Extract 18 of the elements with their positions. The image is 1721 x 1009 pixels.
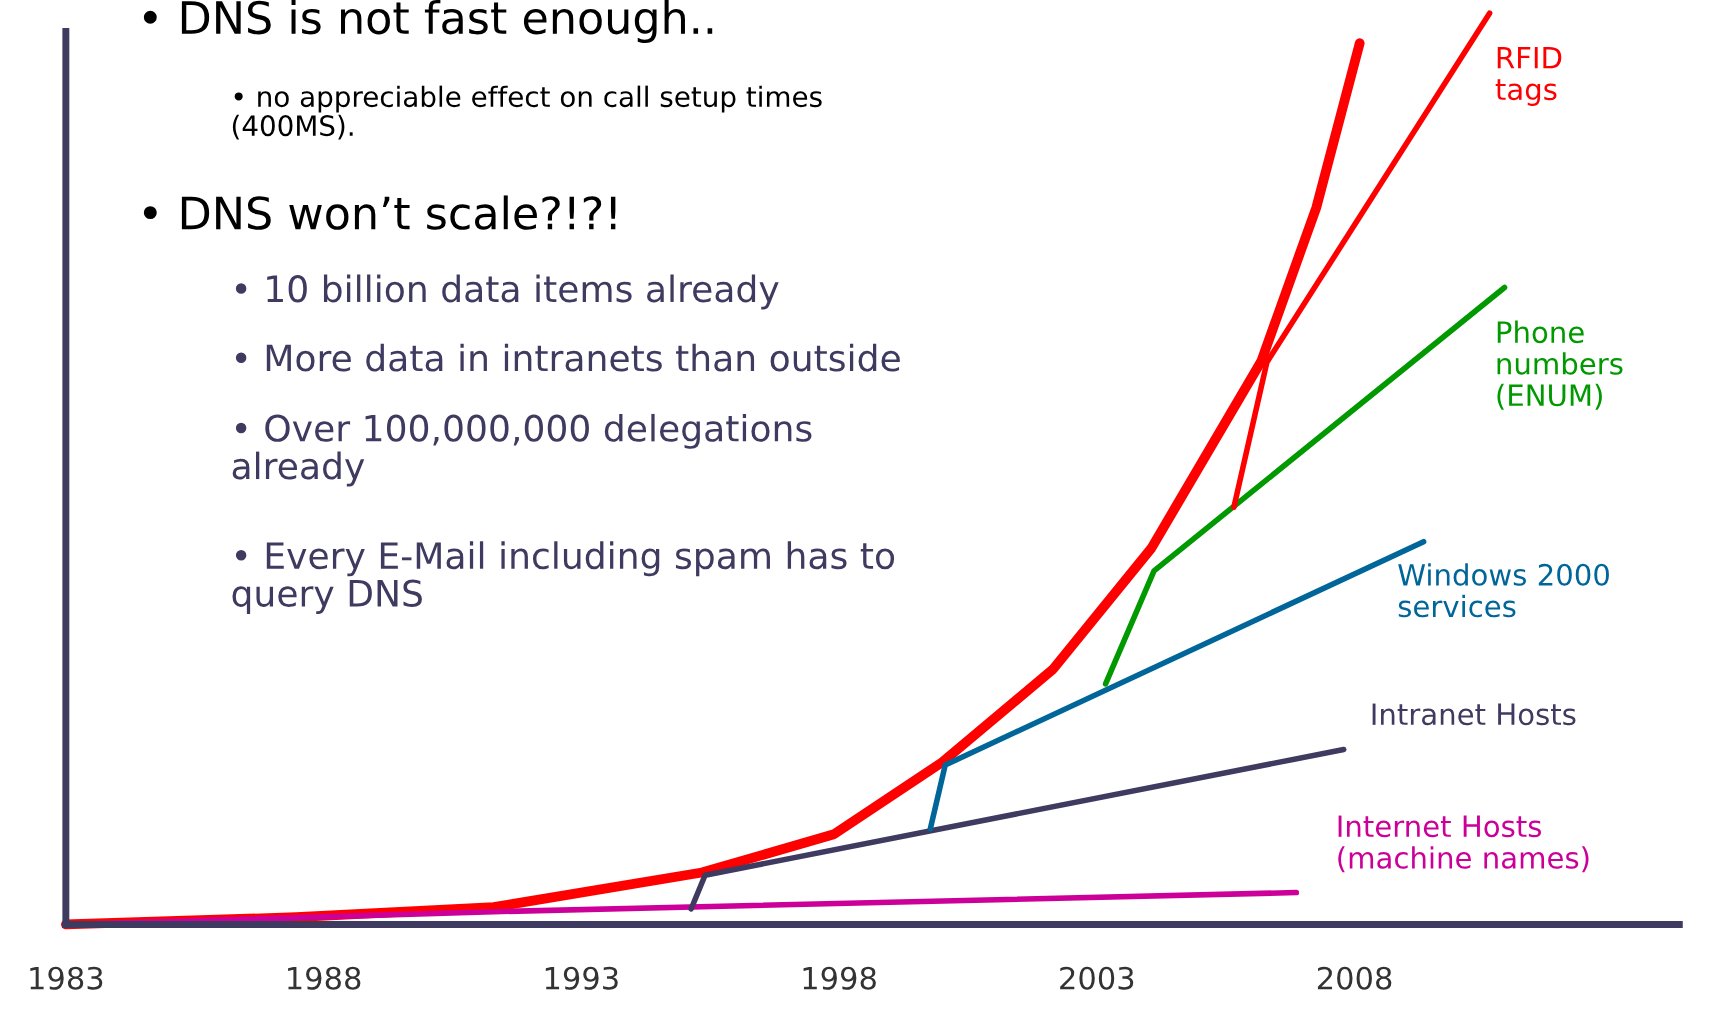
annotation: • no appreciable effect on call setup times (400MS). bbox=[232, 85, 822, 140]
x-tick-label: 1998 bbox=[803, 966, 876, 990]
series-label: Phone numbers (ENUM) bbox=[1497, 320, 1623, 410]
x-tick-label: 1988 bbox=[288, 966, 361, 990]
x-tick-label: 1983 bbox=[30, 966, 103, 990]
x-tick-label: 2003 bbox=[1060, 966, 1134, 990]
annotation: • Over 100,000,000 delegations already bbox=[232, 413, 812, 487]
series-label: RFID tags bbox=[1495, 47, 1562, 106]
series-label: Internet Hosts (machine names) bbox=[1338, 815, 1589, 873]
series-label: Windows 2000 services bbox=[1398, 563, 1609, 618]
annotation: • More data in intranets than outside bbox=[235, 343, 900, 372]
annotation: • Every E-Mail including spam has to query DNS bbox=[232, 541, 895, 614]
series-label: Intranet Hosts bbox=[1372, 703, 1576, 726]
x-tick-label: 2008 bbox=[1317, 966, 1392, 990]
annotation: • DNS won’t scale?!?! bbox=[143, 195, 616, 230]
annotation: • DNS is not fast enough.. bbox=[143, 0, 713, 44]
x-tick-label: 1993 bbox=[545, 966, 618, 990]
annotation: • 10 billion data items already bbox=[235, 274, 779, 310]
